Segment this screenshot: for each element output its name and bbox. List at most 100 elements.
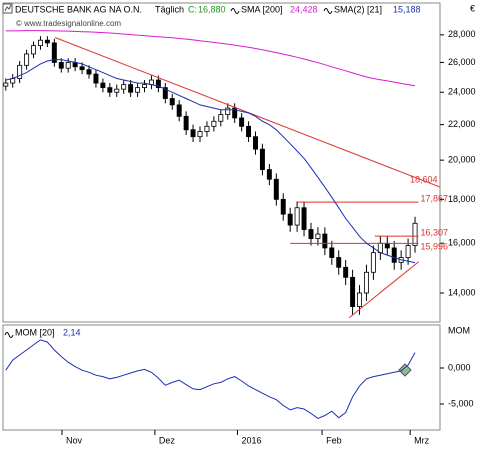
legend-glyph xyxy=(323,8,333,14)
chart-icon xyxy=(2,3,13,14)
legend-glyph xyxy=(230,8,240,14)
annotation-label: 18,604 xyxy=(410,174,438,184)
legend-label: SMA(2) [21] xyxy=(334,4,382,14)
candle-body xyxy=(357,292,363,307)
candle-body xyxy=(37,39,43,47)
candle-body xyxy=(405,245,411,258)
candle-body xyxy=(51,42,57,63)
candle-body xyxy=(253,136,258,150)
x-tick-label: Feb xyxy=(326,435,342,445)
candle-body xyxy=(384,242,390,249)
candle-body xyxy=(44,39,50,44)
candle-body xyxy=(294,207,300,226)
marker xyxy=(398,363,412,377)
legend-label: MOM [20] xyxy=(15,327,55,337)
close-prefix: C: xyxy=(188,4,197,14)
annotation-label: 16,307 xyxy=(420,228,448,238)
y-tick-label: 20,000 xyxy=(448,155,476,165)
candle-body xyxy=(343,266,349,278)
candle-body xyxy=(107,87,113,93)
y-tick-label: 26,000 xyxy=(448,57,476,67)
legend-value: 2,14 xyxy=(63,327,81,337)
x-tick-label: 2016 xyxy=(241,435,261,445)
axis-title: MOM xyxy=(448,325,470,335)
chart-icon-glyph xyxy=(4,4,12,12)
candle-body xyxy=(169,98,175,106)
candle-body xyxy=(259,148,265,170)
y-tick-label: 0,000 xyxy=(448,362,471,372)
candle-body xyxy=(204,125,210,132)
candle-body xyxy=(336,257,342,268)
candle-body xyxy=(142,84,147,89)
candle-body xyxy=(93,73,99,84)
indicator-line xyxy=(5,59,416,264)
candle-body xyxy=(114,88,120,93)
last-close: 16,880 xyxy=(198,4,226,14)
candle-body xyxy=(246,125,252,138)
y-tick-label: 14,000 xyxy=(448,287,476,297)
candle-body xyxy=(350,276,356,307)
period: Täglich xyxy=(155,4,184,14)
legend-value: 24,428 xyxy=(290,4,318,14)
candle-body xyxy=(58,62,64,69)
candle-body xyxy=(322,233,328,249)
candle-body xyxy=(280,198,286,215)
momentum-panel xyxy=(2,324,441,431)
legend-glyph xyxy=(4,332,14,338)
candle-body xyxy=(225,107,231,116)
candle-body xyxy=(176,104,182,117)
candle-body xyxy=(363,271,369,294)
candle-body xyxy=(315,233,321,240)
candle-body xyxy=(79,66,85,71)
y-tick-label: 24,000 xyxy=(448,87,476,97)
currency: € xyxy=(470,3,475,13)
legend-label: SMA [200] xyxy=(241,4,283,14)
candle-body xyxy=(31,45,37,55)
candle-body xyxy=(197,131,203,138)
candle-body xyxy=(65,62,71,69)
price-panel xyxy=(2,2,441,323)
watermark: © www.tradesignalonline.com xyxy=(16,19,121,28)
candle-body xyxy=(183,115,189,131)
candle-body xyxy=(329,247,335,258)
candle-body xyxy=(24,53,30,66)
y-tick-label: 28,000 xyxy=(448,29,476,39)
x-tick-label: Dez xyxy=(159,435,176,445)
candle-body xyxy=(162,87,168,99)
candle-body xyxy=(301,207,307,230)
candle-body xyxy=(3,82,9,87)
y-tick-label: 22,000 xyxy=(448,119,476,129)
x-tick-label: Nov xyxy=(66,435,83,445)
y-tick-label: -5,000 xyxy=(448,398,474,408)
y-tick-label: 18,000 xyxy=(448,194,476,204)
candle-body xyxy=(121,84,127,90)
candle-body xyxy=(308,229,314,240)
y-tick-label: 16,000 xyxy=(448,238,476,248)
candle-body xyxy=(287,213,293,226)
candle-body xyxy=(135,87,141,93)
chart-title: DEUTSCHE BANK AG NA O.N. xyxy=(15,4,142,14)
candle-body xyxy=(370,252,376,273)
candle-body xyxy=(86,69,92,75)
candle-body xyxy=(391,247,397,263)
candle-body xyxy=(17,64,23,79)
candle-body xyxy=(218,114,224,122)
candle-body xyxy=(266,169,272,180)
trend-line xyxy=(348,261,419,319)
indicator-line xyxy=(5,339,416,419)
candle-body xyxy=(211,120,217,127)
candle-body xyxy=(190,129,196,138)
x-tick-label: Mrz xyxy=(414,435,429,445)
legend-value: 15,188 xyxy=(393,4,421,14)
annotation-label: 15,996 xyxy=(420,242,448,252)
candle-body xyxy=(239,117,245,127)
indicator-line xyxy=(5,30,416,87)
candle-body xyxy=(232,107,238,119)
candle-body xyxy=(412,222,418,246)
candle-body xyxy=(100,82,106,89)
candle-body xyxy=(155,79,161,89)
annotation-label: 17,867 xyxy=(420,194,448,204)
candle-body xyxy=(128,84,134,93)
